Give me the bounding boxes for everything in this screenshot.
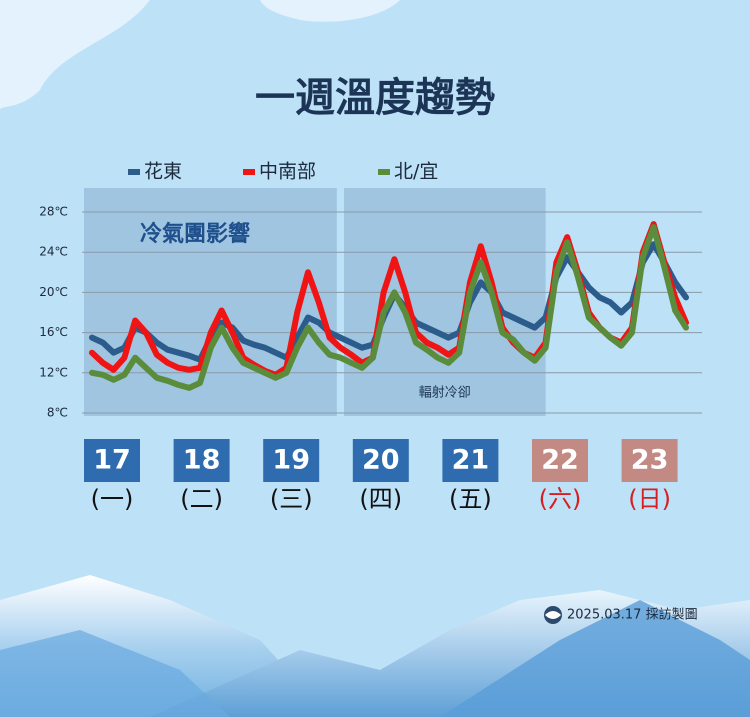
y-tick-label: 8℃: [47, 406, 68, 420]
day-box: [263, 439, 320, 482]
cloud: [260, 0, 400, 22]
legend-label: 北/宜: [394, 161, 438, 183]
day-date: 21: [452, 445, 490, 476]
mountain: [0, 630, 230, 717]
day-box: [442, 439, 499, 482]
mountain: [440, 600, 750, 717]
day-date: 22: [541, 445, 579, 476]
day-date: 19: [272, 445, 310, 476]
day-weekday: (三): [270, 485, 313, 513]
day-weekday: (二): [180, 485, 223, 513]
footer: 2025.03.17 採訪製圖: [567, 607, 698, 623]
day-weekday: (日): [628, 485, 671, 513]
legend: 花東 中南部 北/宜: [128, 161, 438, 183]
annotation-label: 冷氣團影響: [140, 221, 250, 247]
day-weekday: (六): [539, 485, 582, 513]
annotation-band: [344, 188, 546, 416]
day-date: 23: [631, 445, 669, 476]
y-tick-label: 20℃: [39, 285, 68, 299]
day-box: [173, 439, 230, 482]
cloud: [0, 0, 150, 110]
annotation-band: [84, 188, 337, 416]
day-date: 20: [362, 445, 400, 476]
y-tick-label: 16℃: [39, 325, 68, 339]
title: 一週溫度趨勢: [255, 75, 495, 121]
series-line: [89, 224, 689, 391]
logo: [545, 611, 561, 619]
annotation-label: 輻射冷卻: [419, 385, 471, 401]
day-box: [532, 439, 588, 482]
lines: [89, 221, 689, 391]
day-box: [84, 439, 140, 482]
legend-label: 中南部: [259, 161, 316, 183]
day-date: 18: [183, 445, 221, 476]
day-date: 17: [93, 445, 131, 476]
y-tick-label: 24℃: [39, 245, 68, 259]
day-weekday: (一): [91, 485, 134, 513]
y-tick-label: 28℃: [39, 205, 68, 219]
day-weekday: (五): [449, 485, 492, 513]
day-box: [621, 439, 678, 482]
days: 17 (一) 18 (二) 19 (三) 20 (四) 21 (五) 22 (六) 23 (日): [84, 439, 678, 513]
day-weekday: (四): [359, 485, 402, 513]
y-tick-label: 12℃: [39, 365, 68, 379]
day-box: [352, 439, 409, 482]
legend-label: 花東: [144, 161, 182, 183]
